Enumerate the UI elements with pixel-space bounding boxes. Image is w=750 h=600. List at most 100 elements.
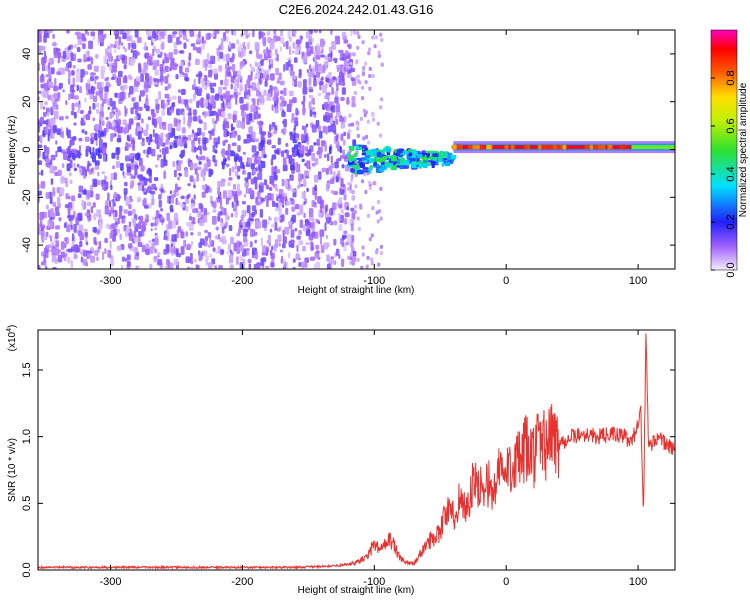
heatmap-cell (198, 138, 201, 145)
heatmap-cell (274, 149, 280, 154)
heatmap-cell (122, 46, 126, 50)
heatmap-cell (103, 56, 108, 64)
heatmap-cell (366, 255, 370, 260)
heatmap-cell (287, 221, 293, 225)
heatmap-cell (308, 88, 314, 93)
heatmap-cell (190, 43, 196, 47)
heatmap-cell (275, 168, 280, 174)
heatmap-cell (92, 178, 98, 188)
heatmap-cell (134, 164, 139, 169)
heatmap-cell (188, 98, 193, 104)
heatmap-cell (208, 130, 213, 134)
heatmap-cell (90, 152, 96, 159)
heatmap-cell (115, 111, 119, 120)
heatmap-cell (60, 241, 65, 250)
heatmap-cell (86, 241, 89, 246)
heatmap-cell (270, 158, 274, 166)
heatmap-cell (247, 221, 251, 227)
heatmap-cell (80, 251, 84, 255)
heatmap-cell (155, 98, 159, 105)
heatmap-cell (52, 201, 56, 206)
heatmap-cell (85, 145, 91, 153)
heatmap-cell (348, 113, 352, 118)
heatmap-cell (324, 222, 327, 232)
heatmap-cell (310, 221, 315, 230)
heatmap-cell (73, 244, 79, 253)
heatmap-cell (92, 102, 96, 110)
heatmap-cell (306, 228, 311, 233)
heatmap-cell (301, 158, 305, 163)
heatmap-cell (130, 107, 134, 115)
heatmap-cell (104, 248, 107, 255)
heatmap-cell (352, 164, 359, 169)
heatmap-cell (252, 205, 257, 212)
heatmap-cell (399, 165, 404, 170)
heatmap-cell (225, 197, 229, 205)
heatmap-cell (53, 85, 58, 92)
heatmap-cell (148, 240, 152, 244)
heatmap-cell (130, 174, 133, 180)
heatmap-cell (193, 194, 196, 200)
heatmap-cell (137, 216, 141, 220)
snr-series-line (38, 333, 675, 570)
heatmap-cell (247, 187, 253, 194)
chart-title: C2E6.2024.242.01.43.G16 (279, 2, 434, 17)
heatmap-cell (38, 45, 42, 54)
heatmap-cell (242, 228, 248, 237)
heatmap-cell (227, 113, 232, 120)
heatmap-cell (155, 164, 159, 168)
heatmap-cell (274, 222, 278, 231)
heatmap-cell (236, 70, 241, 77)
heatmap-cell (298, 184, 302, 188)
heatmap-cell (256, 201, 261, 206)
heatmap-cell (172, 161, 176, 168)
heatmap-cell (238, 157, 243, 161)
heatmap-cell (280, 30, 284, 37)
heatmap-cell (323, 101, 329, 109)
heatmap-cell (368, 237, 372, 242)
heatmap-cell (45, 231, 49, 238)
heatmap-cell (106, 123, 109, 133)
heatmap-cell (239, 83, 243, 92)
heatmap-cell (45, 119, 49, 126)
heatmap-cell (330, 163, 336, 168)
heatmap-cell (130, 140, 136, 145)
heatmap-cell (269, 228, 273, 233)
heatmap-cell (196, 100, 200, 108)
heatmap-cell (219, 197, 222, 206)
heatmap-cell (294, 204, 300, 210)
heatmap-cell (98, 138, 103, 148)
heatmap-cell (151, 194, 155, 199)
heatmap-cell (295, 107, 299, 116)
heatmap-cell (254, 239, 257, 244)
heatmap-cell (323, 61, 329, 66)
snr-y-ticks: 0.00.51.01.5 (21, 362, 675, 578)
heatmap-cell (173, 258, 179, 266)
heatmap-cell (215, 141, 218, 149)
heatmap-cell (71, 215, 74, 221)
snr-y-tick-label: 0.0 (21, 562, 33, 577)
heatmap-cell (211, 200, 214, 205)
heatmap-cell (259, 72, 264, 79)
heatmap-cell (177, 176, 180, 181)
heatmap-cell (244, 177, 248, 182)
heatmap-cell (218, 65, 223, 72)
heatmap-cell (333, 190, 339, 195)
heatmap-cell (164, 93, 170, 99)
heatmap-cell (55, 249, 60, 256)
heatmap-cell (151, 183, 157, 190)
heatmap-cell (39, 102, 44, 110)
heatmap-cell (184, 77, 190, 82)
heatmap-cell (49, 248, 52, 253)
heatmap-cell (344, 50, 349, 57)
heatmap-cell (69, 179, 73, 185)
heatmap-cell (236, 165, 241, 172)
heatmap-cell (157, 134, 161, 140)
heatmap-cell (50, 67, 55, 75)
heatmap-cell (232, 110, 238, 115)
heatmap-cell (319, 30, 322, 34)
heatmap-cell (46, 163, 51, 168)
heatmap-cell (45, 64, 49, 72)
heatmap-cell (71, 69, 75, 76)
heatmap-cell (119, 233, 122, 241)
